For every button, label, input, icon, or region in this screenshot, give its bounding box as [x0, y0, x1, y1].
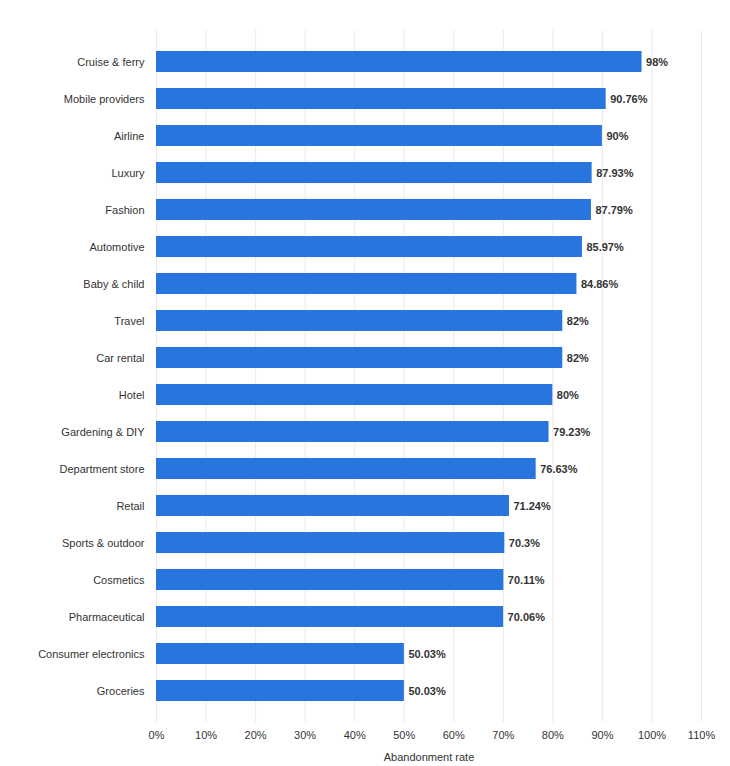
svg-text:Automotive: Automotive [89, 241, 144, 253]
svg-text:90%: 90% [606, 130, 628, 142]
svg-text:40%: 40% [344, 729, 366, 741]
svg-text:70.11%: 70.11% [508, 574, 545, 586]
svg-text:Car rental: Car rental [96, 352, 144, 364]
svg-text:Travel: Travel [114, 315, 144, 327]
svg-text:85.97%: 85.97% [586, 241, 624, 253]
svg-text:70%: 70% [492, 729, 514, 741]
svg-text:71.24%: 71.24% [513, 500, 551, 512]
svg-text:100%: 100% [638, 729, 666, 741]
svg-text:50.03%: 50.03% [408, 685, 446, 697]
svg-text:Luxury: Luxury [111, 167, 145, 179]
svg-text:80%: 80% [542, 729, 564, 741]
svg-text:76.63%: 76.63% [540, 463, 578, 475]
svg-text:98%: 98% [646, 56, 668, 68]
svg-text:Baby & child: Baby & child [83, 278, 144, 290]
svg-text:50%: 50% [393, 729, 415, 741]
svg-text:70.06%: 70.06% [508, 611, 546, 623]
svg-text:Hotel: Hotel [119, 389, 145, 401]
svg-text:87.79%: 87.79% [595, 204, 633, 216]
svg-text:Cosmetics: Cosmetics [93, 574, 145, 586]
svg-text:Abandonment rate: Abandonment rate [384, 751, 475, 763]
svg-text:87.93%: 87.93% [596, 167, 634, 179]
svg-text:90%: 90% [591, 729, 613, 741]
svg-text:82%: 82% [567, 315, 589, 327]
svg-text:84.86%: 84.86% [581, 278, 619, 290]
svg-text:82%: 82% [567, 352, 589, 364]
svg-text:Department store: Department store [60, 463, 145, 475]
svg-text:10%: 10% [195, 729, 217, 741]
svg-text:Fashion: Fashion [105, 204, 144, 216]
svg-text:80%: 80% [557, 389, 579, 401]
svg-text:Gardening & DIY: Gardening & DIY [61, 426, 145, 438]
svg-text:Cruise & ferry: Cruise & ferry [77, 56, 145, 68]
svg-text:Retail: Retail [116, 500, 144, 512]
svg-text:90.76%: 90.76% [610, 93, 648, 105]
svg-text:70.3%: 70.3% [509, 537, 540, 549]
svg-text:50.03%: 50.03% [408, 648, 446, 660]
svg-text:Groceries: Groceries [97, 685, 145, 697]
svg-text:Pharmaceutical: Pharmaceutical [69, 611, 145, 623]
svg-text:0%: 0% [149, 729, 165, 741]
svg-text:Mobile providers: Mobile providers [64, 93, 145, 105]
svg-text:79.23%: 79.23% [553, 426, 591, 438]
svg-text:Airline: Airline [114, 130, 145, 142]
svg-text:30%: 30% [294, 729, 316, 741]
svg-text:Consumer electronics: Consumer electronics [38, 648, 145, 660]
svg-text:60%: 60% [443, 729, 465, 741]
svg-text:20%: 20% [245, 729, 267, 741]
svg-text:Sports & outdoor: Sports & outdoor [62, 537, 145, 549]
svg-text:110%: 110% [688, 729, 716, 741]
